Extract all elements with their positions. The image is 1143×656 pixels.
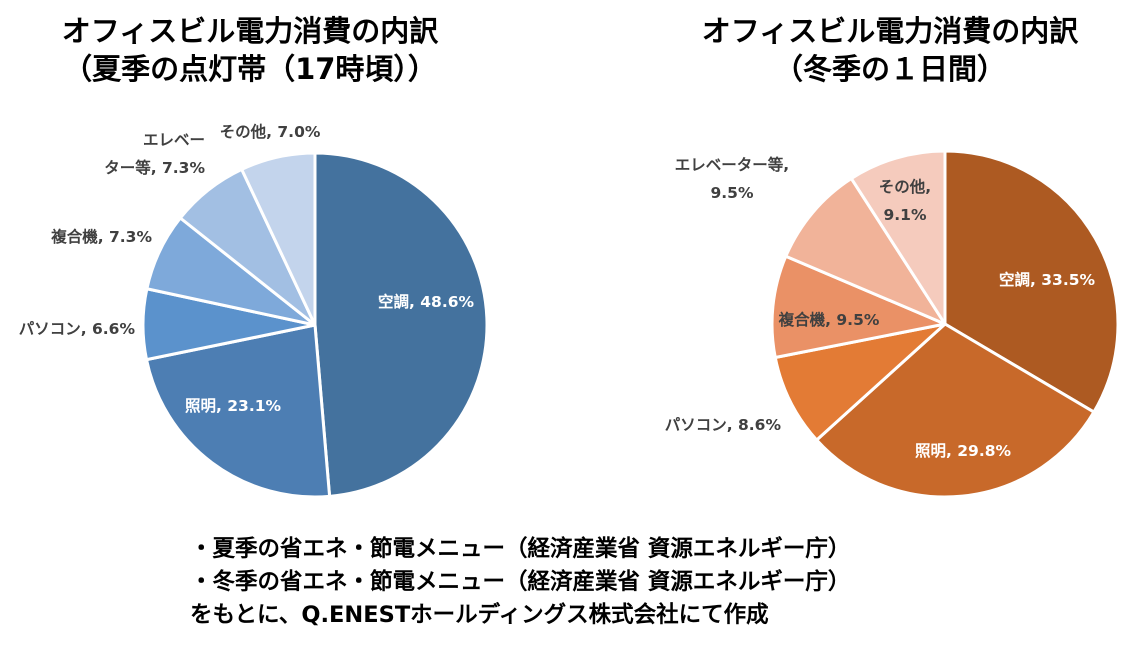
data-label-summer-5: その他, 7.0% bbox=[220, 122, 321, 141]
pie-chart-winter: 空調, 33.5% 照明, 29.8% パソコン, 8.6% 複合機, 9.5% エレベ… bbox=[665, 149, 1120, 499]
chart-title-winter-line-2: （冬季の１日間） bbox=[773, 52, 1006, 86]
chart-title-winter: オフィスビル電力消費の内訳 （冬季の１日間） bbox=[640, 12, 1140, 88]
chart-title-summer-line-2: （夏季の点灯帯（17時頃）） bbox=[63, 52, 437, 86]
data-label-summer-2: パソコン, 6.6% bbox=[19, 320, 136, 338]
chart-title-summer: オフィスビル電力消費の内訳 （夏季の点灯帯（17時頃）） bbox=[0, 12, 500, 88]
footnote-line-2: ・冬季の省エネ・節電メニュー（経済産業省 資源エネルギー庁） bbox=[190, 569, 851, 595]
data-label-winter-0: 空調, 33.5% bbox=[999, 270, 1096, 289]
data-label-summer-0: 空調, 48.6% bbox=[378, 292, 475, 311]
pie-slice-summer-5 bbox=[240, 151, 317, 327]
data-label-summer-1: 照明, 23.1% bbox=[185, 397, 282, 415]
source-footnote: ・夏季の省エネ・節電メニュー（経済産業省 資源エネルギー庁） ・冬季の省エネ・節… bbox=[190, 533, 1140, 632]
data-label-winter-1: 照明, 29.8% bbox=[915, 442, 1012, 460]
pie-slice-winter-0 bbox=[943, 149, 1120, 414]
data-label-summer-3: 複合機, 7.3% bbox=[50, 227, 152, 246]
data-label-winter-2: パソコン, 8.6% bbox=[665, 416, 782, 434]
pie-slice-summer-0 bbox=[313, 151, 489, 498]
data-label-winter-4: エレベーター等, 9.5% bbox=[675, 155, 789, 202]
data-label-summer-4-line-0: エレベー bbox=[143, 131, 205, 149]
data-label-summer-4: エレベーター等, 7.3% bbox=[104, 131, 205, 177]
data-label-winter-4-line-0: エレベーター等, bbox=[675, 155, 789, 174]
data-label-winter-5: その他, 9.1% bbox=[879, 177, 931, 224]
pie-slice-winter-2 bbox=[773, 322, 947, 442]
pie-slice-summer-1 bbox=[145, 323, 332, 499]
data-label-winter-4-line-1: 9.5% bbox=[711, 184, 754, 202]
data-label-winter-5-line-0: その他, bbox=[879, 177, 931, 196]
pie-slice-winter-1 bbox=[815, 322, 1096, 499]
pie-slice-winter-3 bbox=[770, 254, 947, 359]
data-label-winter-3: 複合機, 9.5% bbox=[778, 310, 880, 329]
pie-chart-summer: 空調, 48.6% 照明, 23.1% パソコン, 6.6% 複合機, 7.3% エレベ… bbox=[19, 122, 489, 499]
pie-slice-winter-5 bbox=[849, 149, 947, 326]
footnote-line-3: をもとに、Q.ENESTホールディングス株式会社にて作成 bbox=[190, 602, 769, 628]
footnote-line-1: ・夏季の省エネ・節電メニュー（経済産業省 資源エネルギー庁） bbox=[190, 536, 851, 562]
data-label-winter-5-line-1: 9.1% bbox=[884, 206, 927, 224]
chart-title-summer-line-1: オフィスビル電力消費の内訳 bbox=[61, 14, 439, 48]
data-label-summer-4-line-1: ター等, 7.3% bbox=[104, 158, 205, 177]
chart-title-winter-line-1: オフィスビル電力消費の内訳 bbox=[701, 14, 1079, 48]
pie-slice-winter-4 bbox=[784, 177, 947, 326]
